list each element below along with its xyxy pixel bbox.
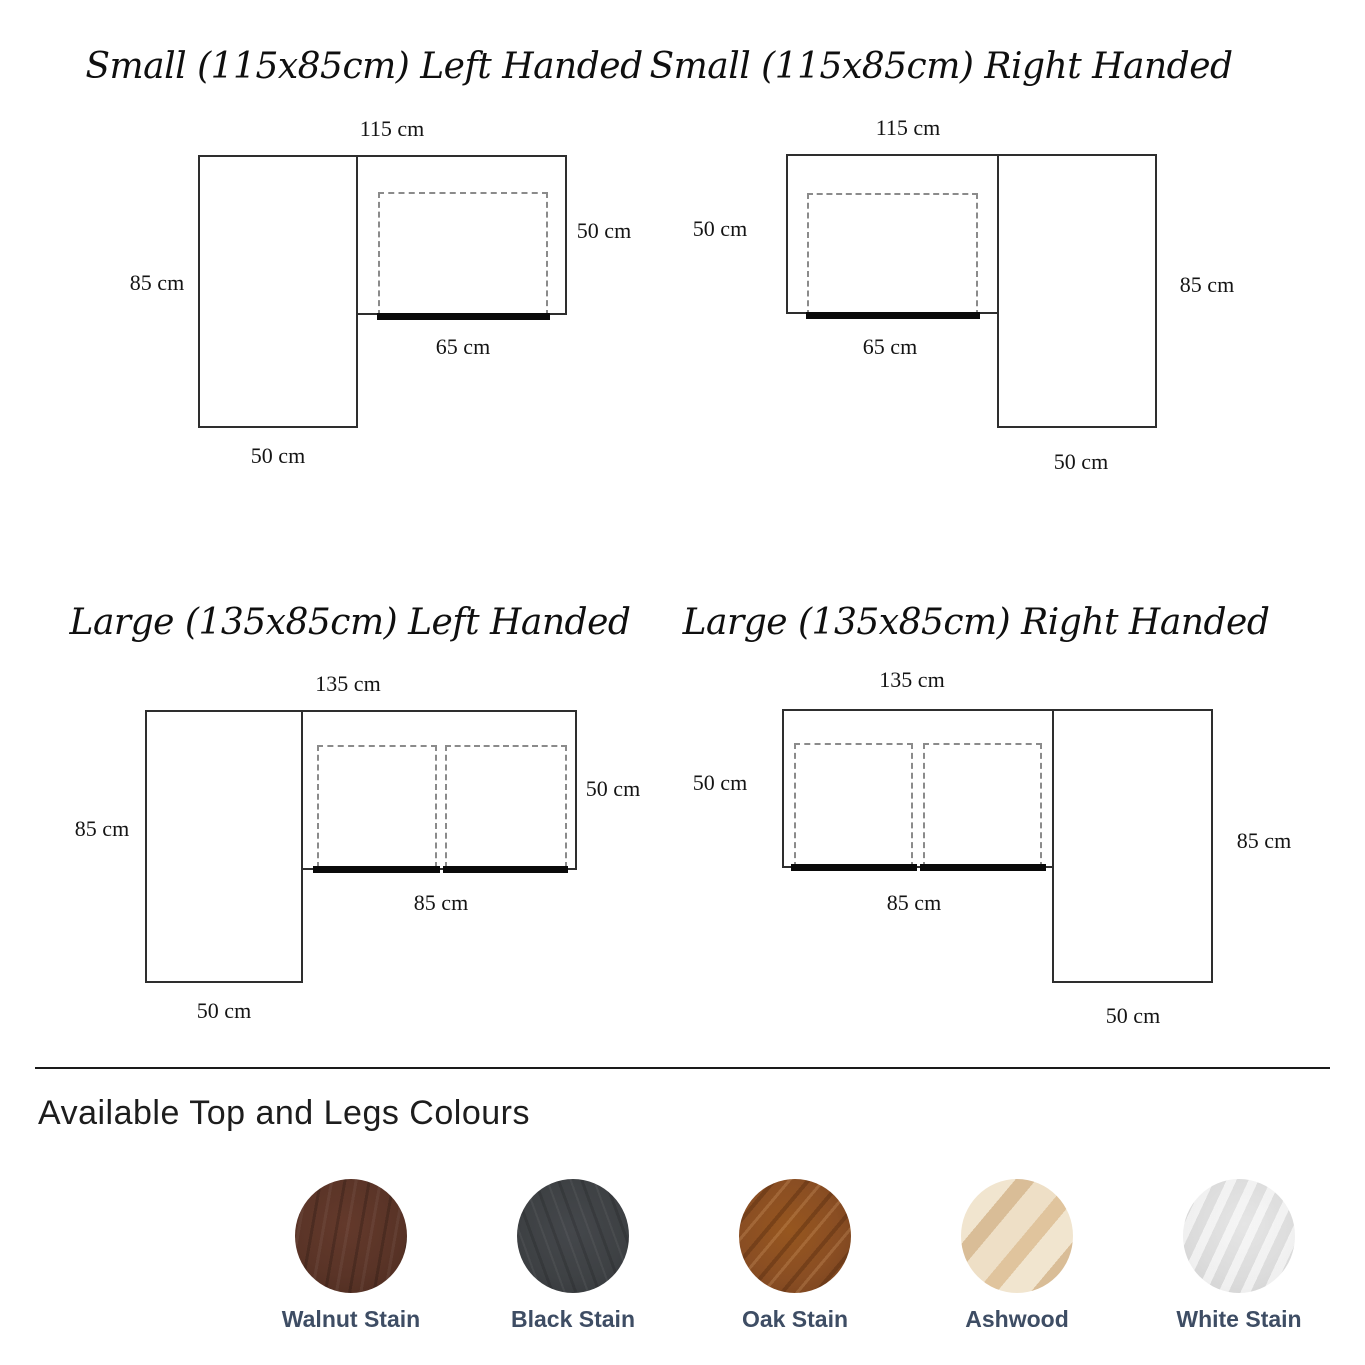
desk-main-outline — [782, 709, 1054, 868]
dim-label-main-depth: 50 cm — [692, 216, 748, 241]
dim-label-front-span: 65 cm — [435, 334, 491, 359]
underdesk-clearance-dashed-rect-2 — [445, 745, 567, 868]
desk-front-edge-line-1 — [313, 866, 440, 873]
swatch-walnut-stain: Walnut Stain — [251, 1179, 451, 1333]
desk-front-edge-line — [377, 313, 550, 320]
swatch-white-stain: White Stain — [1139, 1179, 1339, 1333]
underdesk-clearance-dashed-rect-2 — [923, 743, 1042, 868]
dim-label-return-depth: 85 cm — [129, 270, 185, 295]
dim-label-return-width: 50 cm — [196, 998, 252, 1023]
dim-label-top-width: 115 cm — [875, 115, 941, 140]
dim-label-main-depth: 50 cm — [585, 776, 641, 801]
section-divider-line — [35, 1067, 1330, 1069]
dim-label-return-width: 50 cm — [250, 443, 306, 468]
dim-label-front-span: 85 cm — [413, 890, 469, 915]
desk-front-edge-line-2 — [443, 866, 568, 873]
dim-label-return-depth: 85 cm — [1236, 828, 1292, 853]
colours-section-heading: Available Top and Legs Colours — [38, 1094, 530, 1132]
black-stain-swatch-circle — [517, 1179, 629, 1293]
dim-label-return-depth: 85 cm — [74, 816, 130, 841]
swatch-ashwood: Ashwood — [917, 1179, 1117, 1333]
desk-return-outline — [1052, 709, 1213, 983]
dim-label-top-width: 135 cm — [315, 671, 381, 696]
diagram-title: Small (115x85cm) Right Handed — [649, 46, 1233, 87]
swatch-oak-stain: Oak Stain — [695, 1179, 895, 1333]
desk-return-outline — [997, 154, 1157, 428]
diagram-title: Small (115x85cm) Left Handed — [85, 46, 643, 87]
desk-main-outline — [356, 155, 567, 315]
walnut-stain-swatch-circle — [295, 1179, 407, 1293]
underdesk-clearance-dashed-rect-1 — [317, 745, 437, 868]
dim-label-front-span: 85 cm — [886, 890, 942, 915]
underdesk-clearance-dashed-rect-1 — [794, 743, 913, 868]
diagram-title: Large (135x85cm) Left Handed — [69, 602, 631, 643]
dim-label-front-span: 65 cm — [862, 334, 918, 359]
dim-label-top-width: 115 cm — [359, 116, 425, 141]
white-stain-swatch-circle — [1183, 1179, 1295, 1293]
swatch-black-stain: Black Stain — [473, 1179, 673, 1333]
dim-label-return-width: 50 cm — [1105, 1003, 1161, 1028]
ashwood-swatch-circle — [961, 1179, 1073, 1293]
oak-stain-swatch-circle — [739, 1179, 851, 1293]
diagram-title: Large (135x85cm) Right Handed — [682, 602, 1270, 643]
desk-return-outline — [198, 155, 358, 428]
dim-label-top-width: 135 cm — [879, 667, 945, 692]
desk-front-edge-line — [806, 312, 980, 319]
dim-label-return-width: 50 cm — [1053, 449, 1109, 474]
dim-label-main-depth: 50 cm — [576, 218, 632, 243]
dim-label-return-depth: 85 cm — [1179, 272, 1235, 297]
swatch-label: Oak Stain — [741, 1306, 849, 1332]
desk-return-outline — [145, 710, 303, 983]
desk-front-edge-line-1 — [791, 864, 917, 871]
dim-label-main-depth: 50 cm — [692, 770, 748, 795]
swatch-label: Black Stain — [511, 1306, 635, 1332]
swatch-label: Ashwood — [965, 1306, 1069, 1332]
swatch-label: White Stain — [1176, 1306, 1302, 1332]
desk-front-edge-line-2 — [920, 864, 1046, 871]
desk-main-outline — [301, 710, 577, 870]
underdesk-clearance-dashed-rect — [807, 193, 978, 316]
swatch-label: Walnut Stain — [281, 1306, 421, 1332]
underdesk-clearance-dashed-rect — [378, 192, 548, 316]
